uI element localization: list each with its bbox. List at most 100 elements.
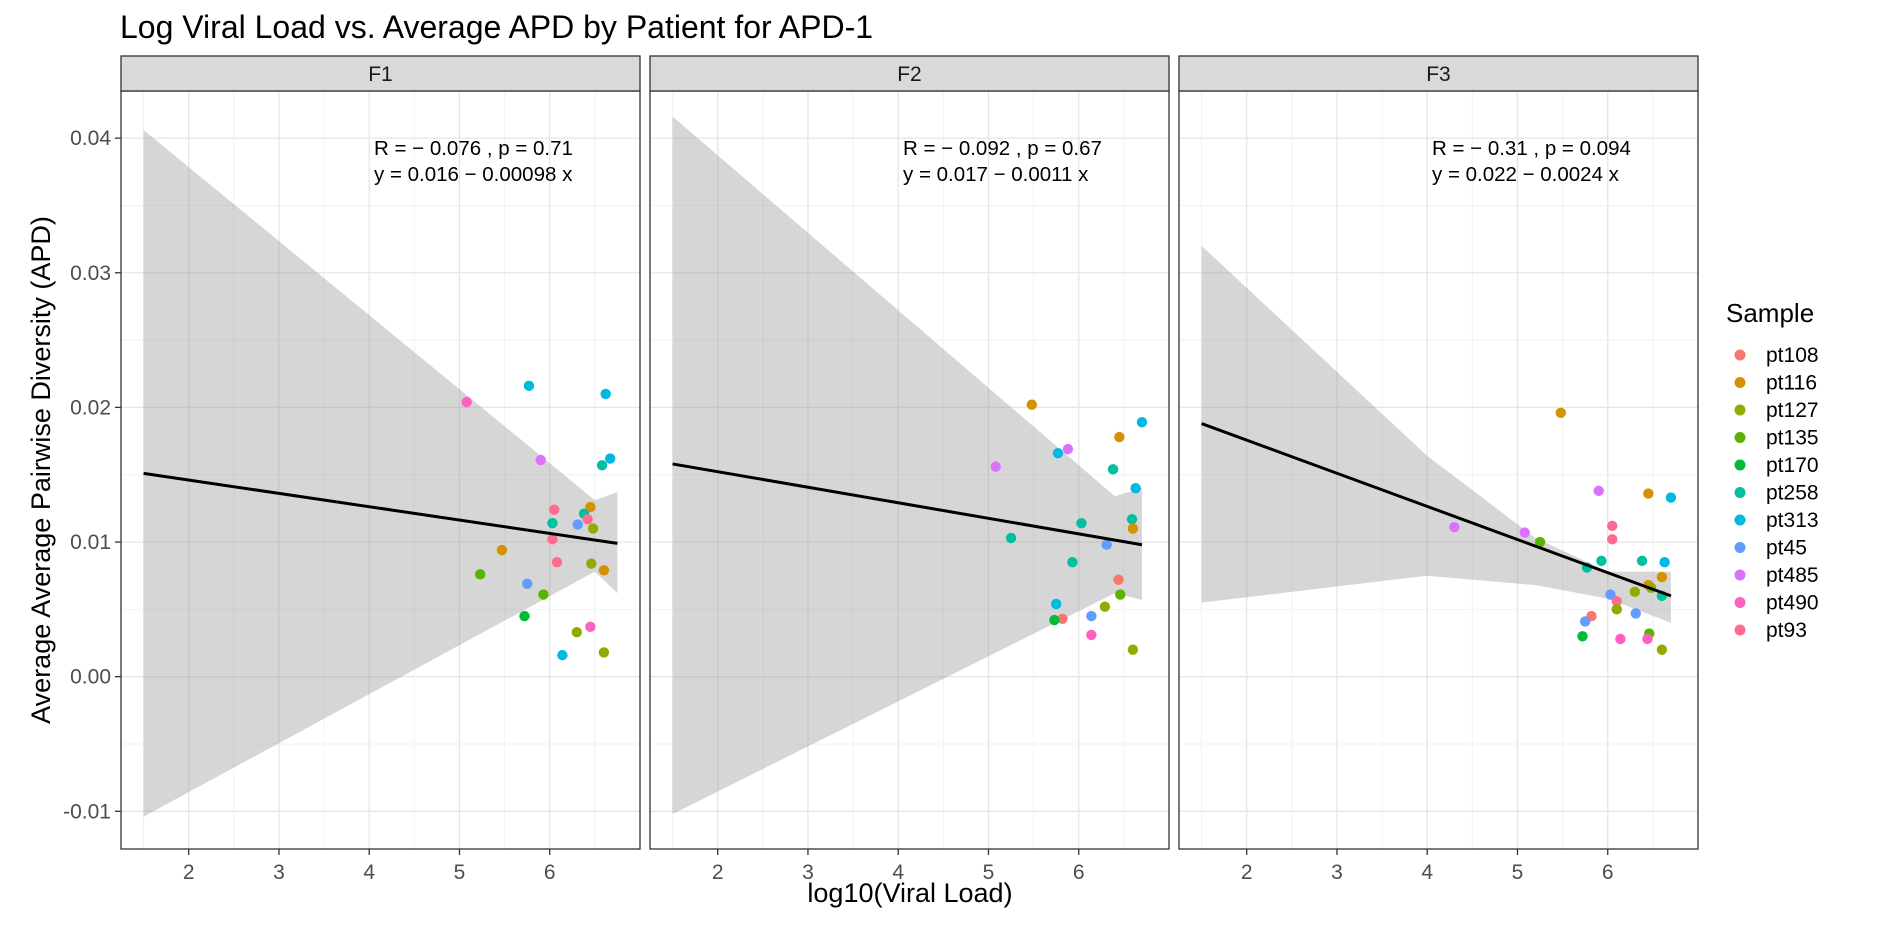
x-tick-label: 3 bbox=[273, 861, 285, 884]
data-point-pt45 bbox=[1630, 608, 1641, 619]
legend-label-pt45: pt45 bbox=[1766, 537, 1807, 560]
data-point-pt116 bbox=[1127, 523, 1139, 534]
data-point-pt93 bbox=[551, 557, 563, 568]
data-point-pt93 bbox=[1607, 520, 1618, 532]
data-point-pt116 bbox=[1656, 571, 1668, 583]
data-point-pt490 bbox=[1642, 633, 1653, 645]
data-point-pt258 bbox=[1636, 555, 1648, 567]
data-point-pt313 bbox=[1136, 417, 1148, 428]
x-tick-label: 5 bbox=[454, 861, 466, 884]
legend-label-pt116: pt116 bbox=[1766, 372, 1817, 395]
legend-label-pt170: pt170 bbox=[1766, 454, 1819, 477]
facet-strip bbox=[649, 55, 1170, 92]
data-point-pt116 bbox=[1026, 399, 1038, 410]
legend-key-pt45 bbox=[1734, 542, 1746, 553]
data-point-pt485 bbox=[990, 461, 1001, 472]
legend-entry-pt45: pt45 bbox=[1734, 537, 1807, 560]
data-point-pt490 bbox=[585, 621, 596, 633]
y-tick-label: 0.03 bbox=[70, 262, 111, 285]
facet-strip bbox=[120, 55, 641, 92]
legend-key-pt258 bbox=[1734, 487, 1746, 498]
confidence-band bbox=[672, 116, 1142, 814]
facet-label: F1 bbox=[368, 63, 393, 86]
x-tick-label: 6 bbox=[1073, 861, 1085, 884]
panel-background bbox=[121, 91, 640, 849]
legend-key-pt135 bbox=[1734, 432, 1746, 443]
data-point-pt135 bbox=[1115, 589, 1126, 600]
data-point-pt93 bbox=[1611, 596, 1622, 607]
data-point-pt485 bbox=[535, 454, 546, 466]
x-tick-label: 2 bbox=[183, 861, 195, 884]
x-tick-label: 4 bbox=[1421, 861, 1433, 884]
data-point-pt258 bbox=[547, 517, 558, 529]
legend-entry-pt313: pt313 bbox=[1734, 509, 1819, 532]
data-point-pt485 bbox=[1449, 522, 1460, 533]
data-point-pt45 bbox=[572, 519, 583, 530]
data-point-pt258 bbox=[596, 460, 608, 471]
data-point-pt127 bbox=[1611, 604, 1622, 615]
data-point-pt490 bbox=[1086, 629, 1097, 641]
data-point-pt135 bbox=[1534, 536, 1546, 548]
data-point-pt170 bbox=[1577, 631, 1588, 642]
y-tick-label: 0.00 bbox=[70, 666, 111, 689]
data-point-pt485 bbox=[1593, 485, 1604, 497]
confidence-band bbox=[1201, 245, 1671, 623]
data-point-pt45 bbox=[1579, 616, 1591, 627]
legend-key-pt127 bbox=[1734, 404, 1746, 416]
legend-label-pt313: pt313 bbox=[1766, 509, 1819, 532]
legend-title: Sample bbox=[1726, 298, 1814, 328]
data-point-pt116 bbox=[585, 501, 596, 513]
panel-f3: R = − 0.31 , p = 0.094 y = 0.022 − 0.0024… bbox=[1178, 55, 1699, 884]
stat-equation-label: y = 0.022 − 0.0024 x bbox=[1432, 163, 1620, 186]
x-tick-label: 2 bbox=[1241, 861, 1253, 884]
legend-entry-pt127: pt127 bbox=[1734, 399, 1819, 422]
y-tick-label: 0.04 bbox=[70, 127, 111, 150]
stat-r-label: R = − 0.076 , p = 0.71 bbox=[374, 137, 573, 160]
data-point-pt127 bbox=[598, 647, 610, 658]
data-point-pt127 bbox=[587, 523, 599, 534]
facet-label: F3 bbox=[1426, 63, 1451, 86]
x-tick-label: 4 bbox=[892, 861, 904, 884]
data-point-pt313 bbox=[557, 649, 568, 661]
x-tick-label: 4 bbox=[363, 861, 375, 884]
confidence-band bbox=[143, 130, 618, 817]
stat-r-label: R = − 0.092 , p = 0.67 bbox=[903, 137, 1102, 160]
legend-entry-pt485: pt485 bbox=[1734, 564, 1819, 587]
legend-label-pt490: pt490 bbox=[1766, 592, 1819, 615]
x-tick-label: 3 bbox=[1331, 861, 1343, 884]
data-point-pt313 bbox=[1050, 598, 1062, 610]
legend-entry-pt258: pt258 bbox=[1734, 482, 1819, 505]
data-point-pt485 bbox=[1519, 527, 1530, 538]
data-point-pt93 bbox=[582, 513, 593, 525]
stat-equation-label: y = 0.017 − 0.0011 x bbox=[903, 163, 1089, 186]
data-point-pt258 bbox=[1107, 464, 1119, 475]
x-tick-label: 5 bbox=[983, 861, 995, 884]
stat-equation-label: y = 0.016 − 0.00098 x bbox=[374, 163, 573, 186]
data-point-pt258 bbox=[1005, 532, 1017, 544]
x-tick-label: 5 bbox=[1512, 861, 1524, 884]
facet-strip bbox=[1178, 55, 1699, 92]
data-point-pt490 bbox=[1615, 633, 1626, 645]
legend-label-pt135: pt135 bbox=[1766, 427, 1819, 450]
panel-f1: R = − 0.076 , p = 0.71 y = 0.016 − 0.0009… bbox=[63, 55, 641, 884]
data-point-pt108 bbox=[1113, 574, 1124, 585]
data-point-pt485 bbox=[1062, 443, 1074, 455]
data-point-pt313 bbox=[1052, 447, 1064, 459]
legend-entry-pt490: pt490 bbox=[1734, 592, 1819, 615]
data-point-pt313 bbox=[600, 388, 611, 400]
data-point-pt116 bbox=[1555, 407, 1567, 418]
legend-key-pt313 bbox=[1734, 514, 1746, 526]
data-point-pt108 bbox=[1057, 613, 1068, 624]
legend-label-pt258: pt258 bbox=[1766, 482, 1819, 505]
data-point-pt135 bbox=[475, 569, 486, 580]
legend-entry-pt93: pt93 bbox=[1734, 619, 1807, 642]
y-tick-label: -0.01 bbox=[63, 800, 111, 823]
data-point-pt93 bbox=[1607, 534, 1618, 545]
x-tick-label: 6 bbox=[1602, 861, 1614, 884]
y-tick-label: 0.02 bbox=[70, 396, 111, 419]
data-point-pt45 bbox=[1101, 539, 1112, 550]
legend-key-pt490 bbox=[1734, 597, 1746, 608]
regression-line bbox=[672, 462, 1143, 547]
